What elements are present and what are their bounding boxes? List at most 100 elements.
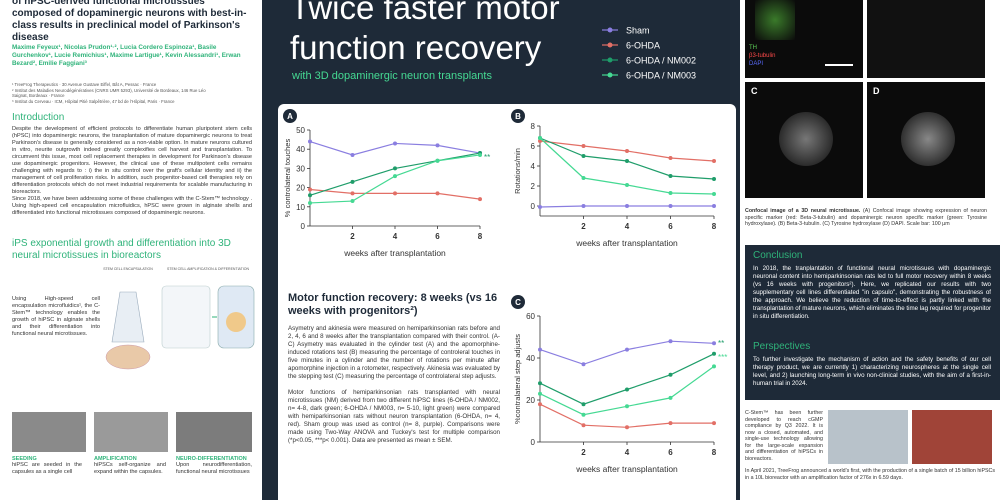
data-point bbox=[712, 159, 716, 163]
y-axis-label: %contralateral step adjusts bbox=[513, 334, 522, 424]
data-point bbox=[581, 204, 586, 208]
data-point bbox=[712, 421, 716, 426]
y-tick-label: 2 bbox=[531, 182, 536, 191]
diagram-label: STEM CELL ENCAPSULATION bbox=[103, 267, 153, 271]
microtissue bbox=[755, 0, 795, 40]
authors: Maxime Feyeux¹, Nicolas Prudon¹·², Lucia… bbox=[12, 44, 241, 67]
data-point bbox=[712, 341, 716, 346]
paragraph: Despite the development of efficient pro… bbox=[12, 126, 252, 195]
paragraph: C-Stem™ has been further developed to re… bbox=[745, 410, 823, 462]
y-tick-label: 20 bbox=[526, 396, 535, 405]
step-text: hiPSCs self-organize and expand within t… bbox=[94, 462, 166, 475]
photo bbox=[912, 410, 992, 464]
y-tick-label: 10 bbox=[296, 203, 305, 212]
paragraph: To further investigate the mechanism of … bbox=[753, 356, 991, 387]
y-axis-label: % controlateral touches bbox=[283, 139, 292, 218]
section-subtitle: with 3D dopaminergic neuron transplants bbox=[292, 70, 492, 82]
data-point bbox=[538, 205, 542, 209]
y-tick-label: 20 bbox=[296, 184, 305, 193]
paragraph: Asymetry and akinesia were measured on h… bbox=[288, 325, 500, 380]
results-panel bbox=[278, 104, 736, 500]
data-point bbox=[668, 421, 673, 426]
heading: Motor function recovery: 8 weeks (vs 16 … bbox=[288, 292, 498, 317]
heading: Perspectives bbox=[753, 341, 811, 352]
data-point bbox=[350, 179, 355, 184]
panel-badge bbox=[511, 109, 525, 123]
y-tick-label: 50 bbox=[296, 126, 305, 135]
paragraph: In 2018, the tranplantation of functiona… bbox=[753, 265, 992, 320]
y-tick-label: 40 bbox=[296, 145, 305, 154]
caption-title: Confocal image of a 3D neural microtissu… bbox=[745, 208, 861, 214]
x-axis-label: weeks after transplantation bbox=[575, 238, 678, 248]
data-point bbox=[435, 143, 440, 148]
paragraph: In April 2021, TreeFrog announced a worl… bbox=[745, 468, 995, 481]
photo bbox=[828, 410, 908, 464]
y-tick-label: 40 bbox=[526, 354, 535, 363]
data-point bbox=[393, 191, 397, 196]
data-point bbox=[350, 199, 355, 204]
paragraph: Since 2018, we have been addressing some… bbox=[12, 196, 252, 216]
data-point bbox=[308, 193, 312, 198]
y-axis-label: Rotations/min bbox=[513, 148, 522, 194]
data-point bbox=[581, 412, 586, 417]
significance: *** bbox=[718, 353, 727, 362]
label: TH bbox=[749, 45, 757, 51]
confocal-b bbox=[867, 0, 985, 78]
capsule-bath bbox=[105, 344, 151, 370]
caption-text: (A) Confocal image showing expression of… bbox=[745, 208, 988, 227]
affiliations: ¹ TreeFrog Therapeutics · 30 Avenue Gust… bbox=[12, 82, 212, 104]
step-title: SEEDING bbox=[12, 456, 37, 462]
data-point bbox=[435, 191, 440, 196]
caption: Confocal image of a 3D neural microtissu… bbox=[745, 208, 987, 228]
y-tick-label: 0 bbox=[531, 438, 536, 447]
data-point bbox=[435, 158, 440, 163]
data-point bbox=[581, 144, 586, 148]
legend-marker bbox=[607, 57, 613, 63]
microtissue bbox=[779, 112, 833, 166]
data-point bbox=[581, 362, 586, 367]
data-point bbox=[538, 402, 542, 407]
panel-badge bbox=[283, 109, 297, 123]
heading: iPS exponential growth and differentiati… bbox=[12, 238, 231, 261]
data-point bbox=[581, 402, 586, 407]
data-point bbox=[308, 200, 312, 205]
data-point bbox=[668, 372, 673, 377]
data-point bbox=[668, 204, 673, 208]
panel-label: D bbox=[873, 86, 880, 96]
data-point bbox=[581, 176, 586, 180]
micrographs bbox=[12, 412, 252, 452]
data-point bbox=[625, 204, 629, 208]
scale-bar bbox=[825, 64, 853, 66]
left-column: of hPSC-derived functional microtissues … bbox=[0, 0, 262, 500]
encapsulation-device bbox=[111, 291, 145, 343]
paragraph: Using High-speed cell encapsulation micr… bbox=[12, 296, 100, 337]
heading: Conclusion bbox=[753, 250, 803, 261]
data-point bbox=[668, 156, 673, 160]
chart: B 0 2 4 6 8 2 4 6 8 weeks after transplantation Rot… bbox=[511, 109, 717, 248]
data-point bbox=[393, 174, 397, 179]
legend-marker bbox=[607, 42, 613, 48]
data-point bbox=[393, 141, 397, 146]
confocal-d: D bbox=[867, 82, 985, 198]
data-point bbox=[625, 183, 629, 187]
data-point bbox=[625, 159, 629, 163]
legend-marker bbox=[607, 72, 613, 78]
x-axis-label: weeks after transplantation bbox=[343, 248, 446, 258]
x-tick-label: 2 bbox=[581, 222, 586, 231]
data-point bbox=[393, 166, 397, 171]
data-point bbox=[538, 391, 542, 396]
micrograph bbox=[176, 412, 252, 452]
data-point bbox=[712, 192, 716, 196]
x-tick-label: 6 bbox=[435, 232, 440, 241]
data-point bbox=[712, 364, 716, 369]
poster-title: of hPSC-derived functional microtissues … bbox=[12, 0, 247, 43]
y-tick-label: 0 bbox=[301, 222, 306, 231]
legend-marker bbox=[607, 27, 613, 33]
micrograph bbox=[12, 412, 86, 452]
series-line bbox=[539, 340, 715, 365]
data-point bbox=[712, 204, 716, 208]
panel-label: C bbox=[751, 86, 758, 96]
data-point bbox=[668, 339, 673, 344]
step: AMPLIFICATION hiPSCs self-organize and e… bbox=[94, 456, 166, 476]
